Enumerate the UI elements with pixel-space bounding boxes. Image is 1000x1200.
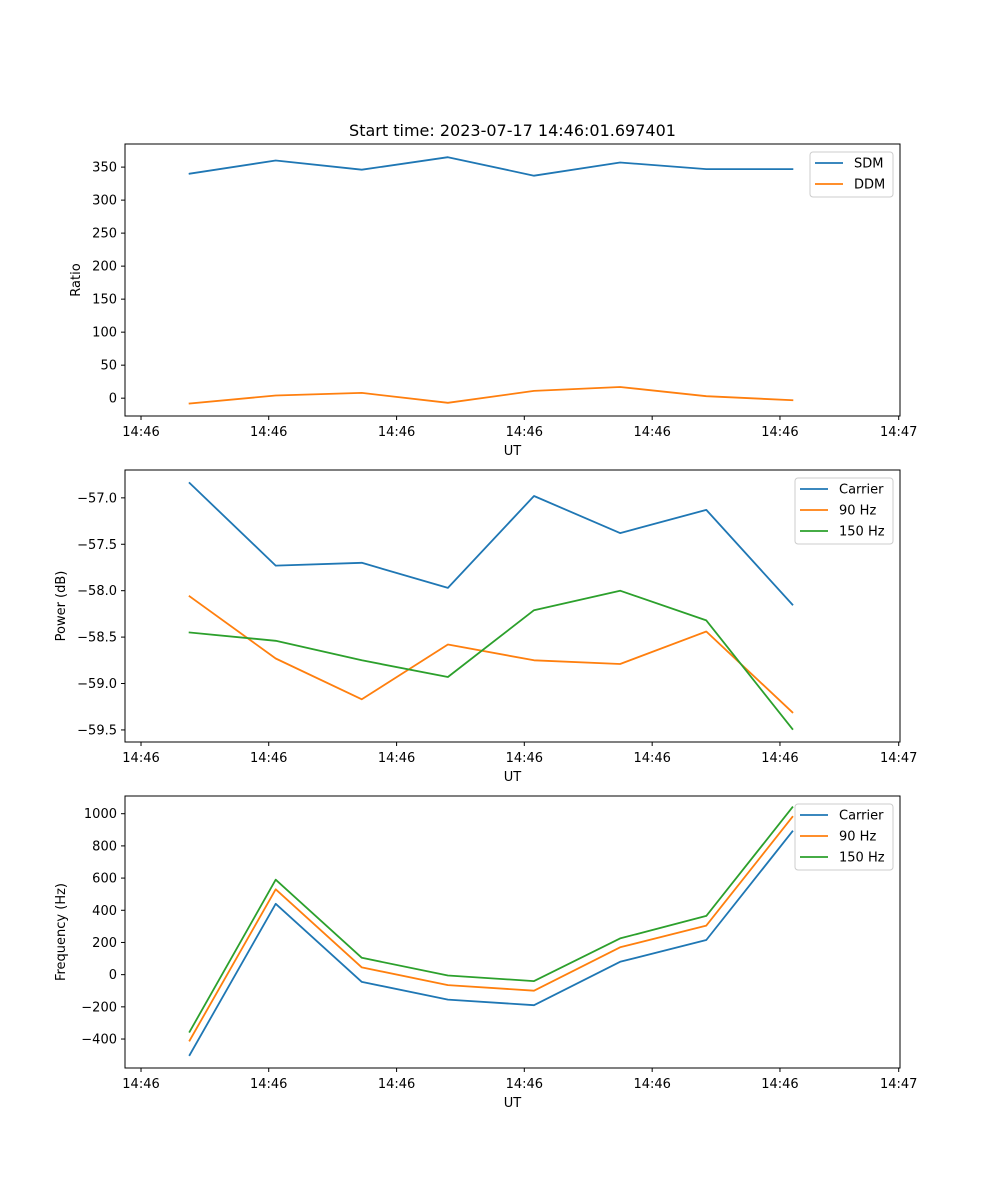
x-tick-label: 14:46 xyxy=(250,1077,287,1092)
x-tick-label: 14:46 xyxy=(122,751,159,766)
y-tick-label: −59.5 xyxy=(77,723,117,738)
x-tick-label: 14:46 xyxy=(761,1077,798,1092)
series-line-150-hz xyxy=(188,589,794,731)
ratio-subplot: Start time: 2023-07-17 14:46:01.697401 14… xyxy=(69,121,917,459)
y-tick-label: 400 xyxy=(92,904,117,919)
y-tick-label: −58.0 xyxy=(77,584,117,599)
y-tick-label: 100 xyxy=(92,326,117,341)
y-tick-label: −58.5 xyxy=(77,631,117,646)
y-axis-label: Power (dB) xyxy=(54,571,69,642)
axes-frame xyxy=(124,143,901,417)
legend-label: Carrier xyxy=(839,483,884,498)
x-tick-label: 14:47 xyxy=(880,1077,917,1092)
x-tick-label: 14:46 xyxy=(250,751,287,766)
chart-title: Start time: 2023-07-17 14:46:01.697401 xyxy=(349,121,676,140)
series-line-sdm xyxy=(188,156,794,177)
legend-label: SDM xyxy=(854,157,883,172)
x-tick-label: 14:46 xyxy=(633,751,670,766)
x-tick-label: 14:46 xyxy=(378,751,415,766)
plot-area xyxy=(125,796,900,1068)
plot-area xyxy=(125,144,900,416)
series-line-150-hz xyxy=(188,806,794,1034)
x-tick-label: 14:46 xyxy=(122,425,159,440)
y-tick-label: −200 xyxy=(81,1000,117,1015)
x-tick-label: 14:46 xyxy=(506,425,543,440)
series-line-ddm xyxy=(188,386,794,405)
y-axis-label: Frequency (Hz) xyxy=(54,883,69,981)
legend-label: 150 Hz xyxy=(839,525,885,540)
series-line-90-hz xyxy=(188,595,794,714)
legend-label: 90 Hz xyxy=(839,830,876,845)
x-tick-label: 14:46 xyxy=(633,1077,670,1092)
y-tick-label: −59.0 xyxy=(77,677,117,692)
plot-area xyxy=(125,470,900,742)
y-tick-label: −57.5 xyxy=(77,538,117,553)
x-axis-label: UT xyxy=(504,770,522,785)
legend: SDM DDM xyxy=(809,151,894,198)
y-tick-label: −400 xyxy=(81,1033,117,1048)
y-tick-label: 50 xyxy=(100,359,117,374)
y-tick-label: 0 xyxy=(109,392,117,407)
x-tick-label: 14:46 xyxy=(506,1077,543,1092)
y-tick-label: 600 xyxy=(92,872,117,887)
y-tick-label: 300 xyxy=(92,194,117,209)
x-tick-label: 14:46 xyxy=(761,425,798,440)
y-tick-label: 250 xyxy=(92,227,117,242)
x-tick-label: 14:46 xyxy=(633,425,670,440)
y-tick-label: 1000 xyxy=(84,807,117,822)
x-tick-label: 14:46 xyxy=(378,1077,415,1092)
y-tick-label: 0 xyxy=(109,968,117,983)
x-tick-label: 14:46 xyxy=(250,425,287,440)
x-tick-label: 14:46 xyxy=(122,1077,159,1092)
frequency-subplot: 14:46 14:46 14:46 14:46 14:46 14:46 14:47 −400 −… xyxy=(54,795,917,1111)
y-tick-label: 200 xyxy=(92,936,117,951)
y-tick-label: 200 xyxy=(92,260,117,275)
legend-label: 90 Hz xyxy=(839,504,876,519)
series-line-carrier xyxy=(188,830,794,1057)
y-tick-label: 350 xyxy=(92,161,117,176)
x-axis-label: UT xyxy=(504,444,522,459)
legend-label: 150 Hz xyxy=(839,851,885,866)
axes-frame xyxy=(124,795,901,1069)
x-tick-label: 14:47 xyxy=(880,751,917,766)
x-tick-label: 14:46 xyxy=(506,751,543,766)
y-tick-label: −57.0 xyxy=(77,491,117,506)
y-axis-label: Ratio xyxy=(69,263,84,296)
x-axis-label: UT xyxy=(504,1096,522,1111)
legend: Carrier 90 Hz 150 Hz xyxy=(794,477,894,545)
legend-box xyxy=(794,477,894,545)
legend-box xyxy=(794,803,894,871)
series-line-90-hz xyxy=(188,815,794,1042)
legend-label: Carrier xyxy=(839,809,884,824)
x-tick-label: 14:46 xyxy=(378,425,415,440)
axes-frame xyxy=(124,469,901,743)
power-subplot: 14:46 14:46 14:46 14:46 14:46 14:46 14:47 −59.5… xyxy=(54,469,917,785)
x-tick-label: 14:46 xyxy=(761,751,798,766)
legend-label: DDM xyxy=(854,178,885,193)
y-tick-label: 150 xyxy=(92,293,117,308)
legend: Carrier 90 Hz 150 Hz xyxy=(794,803,894,871)
series-line-carrier xyxy=(188,481,794,606)
y-tick-label: 800 xyxy=(92,839,117,854)
x-tick-label: 14:47 xyxy=(880,425,917,440)
